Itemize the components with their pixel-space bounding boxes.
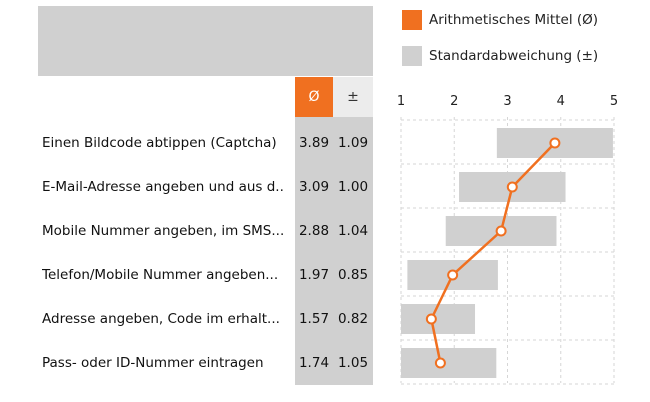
row-mean-value: 2.88: [298, 223, 330, 239]
mean-point: [425, 313, 437, 325]
row-mean-value: 1.57: [298, 311, 330, 327]
mean-point: [434, 357, 446, 369]
row-label: Telefon/Mobile Nummer angeben...: [42, 267, 279, 283]
legend-label-mean: Arithmetisches Mittel (Ø): [429, 12, 599, 28]
mean-series-line: [430, 142, 556, 364]
row-sd-value: 0.85: [337, 267, 369, 283]
row-sd-value: 1.04: [337, 223, 369, 239]
mean-point: [549, 137, 561, 149]
x-tick-label: 1: [397, 94, 405, 109]
row-mean-value: 1.97: [298, 267, 330, 283]
x-tick-label: 2: [450, 94, 458, 109]
row-sd-value: 0.82: [337, 311, 369, 327]
mean-point: [506, 181, 518, 193]
legend-swatch-mean: [402, 10, 422, 30]
values-column: [295, 117, 373, 385]
legend-item-mean: Arithmetisches Mittel (Ø): [402, 9, 598, 31]
row-label: E-Mail-Adresse angeben und aus d..: [42, 179, 284, 195]
row-mean-value: 3.09: [298, 179, 330, 195]
row-label: Mobile Nummer angeben, im SMS...: [42, 223, 285, 239]
legend-swatch-sd: [402, 46, 422, 66]
legend-item-sd: Standardabweichung (±): [402, 45, 598, 67]
header-block: [38, 6, 373, 76]
row-sd-value: 1.09: [337, 135, 369, 151]
sd-bar: [401, 348, 497, 378]
x-tick-label: 4: [557, 94, 565, 109]
x-tick-label: 3: [503, 94, 511, 109]
mean-point: [495, 225, 507, 237]
row-label: Pass- oder ID-Nummer eintragen: [42, 355, 264, 371]
row-mean-value: 1.74: [298, 355, 330, 371]
x-tick-label: 5: [610, 94, 618, 109]
row-sd-value: 1.00: [337, 179, 369, 195]
legend-label-sd: Standardabweichung (±): [429, 48, 599, 64]
sd-bar: [401, 304, 476, 334]
row-mean-value: 3.89: [298, 135, 330, 151]
column-header-sd: ±: [333, 77, 373, 117]
mean-point: [447, 269, 459, 281]
row-label: Adresse angeben, Code im erhalt...: [42, 311, 280, 327]
column-header-mean: Ø: [295, 77, 333, 117]
row-label: Einen Bildcode abtippen (Captcha): [42, 135, 277, 151]
row-sd-value: 1.05: [337, 355, 369, 371]
